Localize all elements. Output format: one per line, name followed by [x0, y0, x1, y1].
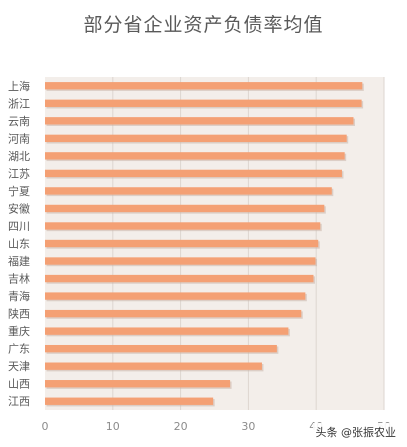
bar	[45, 134, 347, 143]
category-label: 广东	[8, 343, 30, 356]
bar	[45, 397, 214, 405]
bar	[45, 187, 332, 195]
category-label: 吉林	[8, 272, 30, 286]
x-tick-label: 20	[174, 420, 188, 433]
bar	[45, 152, 345, 160]
bar	[45, 309, 302, 318]
category-label: 宁夏	[8, 184, 30, 198]
x-tick-label: 0	[42, 420, 49, 433]
category-label: 江西	[8, 395, 30, 408]
category-label: 青海	[8, 289, 30, 303]
bar	[45, 117, 354, 125]
category-label: 山东	[8, 238, 30, 251]
category-label: 重庆	[8, 324, 30, 338]
bar	[45, 380, 231, 388]
category-label: 上海	[8, 79, 30, 93]
category-label: 安徽	[8, 201, 30, 215]
category-label: 天津	[8, 360, 30, 373]
watermark: 头条 @张振农业	[312, 423, 399, 441]
bar	[45, 82, 363, 90]
x-tick-label: 10	[106, 420, 120, 433]
bar	[45, 362, 262, 370]
category-label: 云南	[8, 115, 30, 128]
category-label: 山西	[8, 378, 30, 391]
bar	[45, 292, 306, 300]
bar	[45, 169, 342, 178]
bar	[45, 99, 362, 107]
chart-title: 部分省企业资产负债率均值	[83, 14, 324, 36]
category-label: 湖北	[8, 150, 30, 163]
category-label: 浙江	[8, 97, 30, 110]
bar	[45, 257, 316, 265]
category-label: 四川	[8, 220, 30, 233]
category-label: 河南	[8, 132, 30, 145]
bar	[45, 274, 314, 283]
bars	[45, 82, 364, 407]
bar	[45, 327, 289, 335]
bar	[45, 222, 321, 230]
category-label: 福建	[8, 254, 30, 268]
x-tick-label: 30	[241, 420, 255, 433]
bar	[45, 204, 325, 213]
category-label: 陕西	[8, 307, 30, 321]
bar	[45, 344, 277, 353]
bar	[45, 239, 319, 248]
category-label: 江苏	[8, 167, 30, 180]
